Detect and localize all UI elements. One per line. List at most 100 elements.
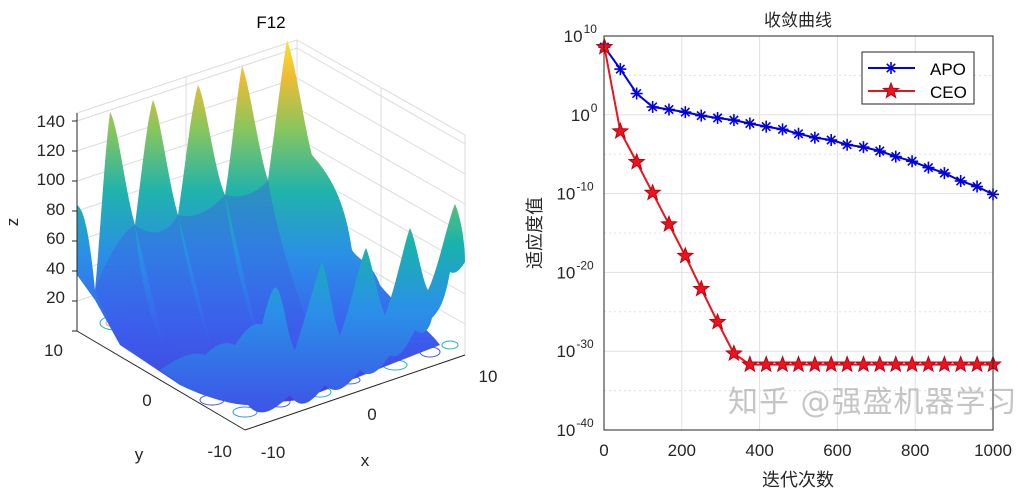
- asterisk-stroke: [680, 107, 691, 117]
- z-tick: 100: [37, 170, 65, 189]
- asterisk-stroke: [890, 151, 901, 162]
- asterisk-marker: [889, 150, 902, 163]
- asterisk-marker: [885, 62, 897, 74]
- star-marker: [708, 312, 727, 330]
- series-layer: [595, 37, 1002, 373]
- asterisk-marker: [808, 131, 821, 144]
- x-axis-label: x: [361, 451, 370, 470]
- asterisk-marker-icon: [885, 62, 897, 74]
- surface-front-ridge: [160, 204, 465, 413]
- y-axis-label: y: [135, 445, 144, 464]
- asterisk-stroke: [664, 104, 674, 115]
- series-ceo: [595, 37, 1002, 373]
- asterisk-marker: [938, 167, 951, 180]
- y-tick-label-exponent: 10: [584, 22, 598, 36]
- asterisk-marker: [776, 123, 789, 136]
- asterisk-marker: [906, 155, 919, 168]
- y-tick-label-base: 10: [564, 27, 583, 46]
- y-tick-label-base: 10: [571, 106, 590, 125]
- star-marker: [627, 152, 646, 170]
- asterisk-marker: [727, 114, 740, 127]
- y-tick: -10: [207, 442, 232, 461]
- star-marker: [789, 355, 808, 373]
- surface-plot: F12: [3, 13, 497, 470]
- star-marker: [870, 355, 889, 373]
- star-marker-icon: [882, 81, 900, 99]
- asterisk-stroke: [858, 142, 869, 152]
- asterisk-stroke: [923, 162, 934, 173]
- asterisk-marker: [857, 141, 870, 154]
- asterisk-stroke: [647, 102, 658, 112]
- star-marker: [838, 355, 857, 373]
- y-tick-label-exponent: 0: [591, 101, 598, 115]
- asterisk-marker: [630, 87, 643, 100]
- y-tick-label-exponent: -30: [576, 337, 594, 351]
- asterisk-stroke: [793, 128, 804, 139]
- star-marker: [805, 355, 824, 373]
- asterisk-stroke: [842, 139, 852, 150]
- star-marker: [643, 183, 662, 201]
- plot-title: 收敛曲线: [764, 11, 832, 30]
- z-tick: 80: [46, 200, 65, 219]
- z-tick: 40: [46, 259, 65, 278]
- star-marker: [724, 344, 743, 362]
- asterisk-stroke: [777, 124, 788, 135]
- legend-label-apo: APO: [930, 60, 966, 79]
- star-marker: [676, 246, 695, 264]
- surface-axes: [72, 113, 466, 431]
- x-axis-label: 迭代次数: [762, 470, 834, 490]
- asterisk-marker: [711, 111, 724, 124]
- x-tick-label: 800: [901, 441, 929, 460]
- asterisk-marker: [873, 145, 886, 158]
- asterisk-marker: [971, 180, 984, 193]
- asterisk-marker: [760, 120, 773, 133]
- star-marker: [757, 355, 776, 373]
- asterisk-stroke: [745, 118, 755, 129]
- asterisk-stroke: [712, 113, 723, 123]
- series-apo: [598, 41, 999, 201]
- y-tick-label-base: 10: [556, 185, 575, 204]
- star-marker: [886, 355, 905, 373]
- asterisk-marker: [954, 174, 967, 187]
- star-marker: [611, 121, 630, 139]
- asterisk-marker: [662, 103, 675, 116]
- asterisk-stroke: [875, 146, 885, 156]
- star-marker: [822, 355, 841, 373]
- y-tick-label-base: 10: [556, 421, 575, 440]
- y-tick-label-base: 10: [556, 263, 575, 282]
- surface-shading: [95, 180, 310, 360]
- asterisk-stroke: [696, 110, 707, 121]
- z-tick: 120: [37, 141, 65, 160]
- x-tick-label: 600: [823, 441, 851, 460]
- surface-title: F12: [256, 13, 285, 32]
- plot-frame: [603, 35, 994, 431]
- star-marker: [951, 355, 970, 373]
- watermark: 知乎 @强盛机器学习: [728, 385, 1018, 420]
- star-marker: [773, 355, 792, 373]
- z-tick: 60: [46, 229, 65, 248]
- asterisk-stroke: [615, 64, 626, 74]
- x-tick-label: 1000: [974, 441, 1012, 460]
- star-marker: [903, 355, 922, 373]
- x-tick-label: 200: [668, 441, 696, 460]
- asterisk-stroke: [886, 63, 896, 73]
- star-marker: [882, 81, 900, 99]
- star-marker: [692, 279, 711, 297]
- x-tick: 0: [367, 405, 376, 424]
- y-tick-label-exponent: -10: [576, 180, 594, 194]
- asterisk-stroke: [972, 181, 982, 192]
- z-axis-label: z: [3, 218, 22, 227]
- star-marker: [660, 214, 678, 232]
- y-tick: 0: [142, 391, 151, 410]
- asterisk-marker: [841, 138, 854, 151]
- x-tick: 10: [479, 367, 498, 386]
- x-tick-label: 400: [745, 441, 773, 460]
- asterisk-marker: [825, 134, 838, 147]
- asterisk-stroke: [729, 115, 739, 125]
- x-tick: -10: [261, 443, 286, 462]
- asterisk-stroke: [939, 168, 950, 178]
